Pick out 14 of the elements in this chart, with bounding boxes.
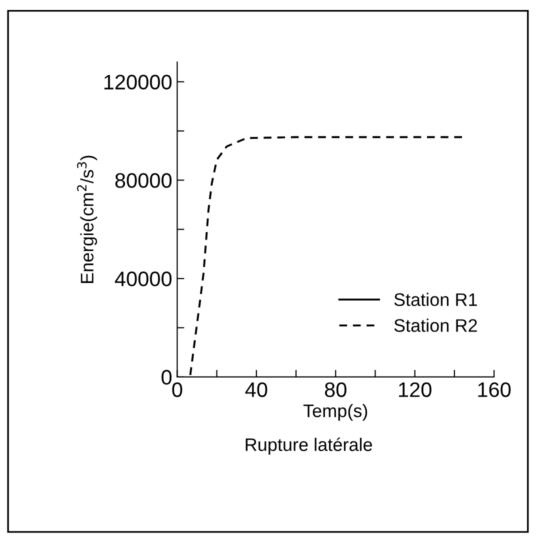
legend-label: Station R1	[394, 292, 477, 306]
y-tick-label: 80000	[115, 173, 172, 188]
text: Rupture latérale	[246, 438, 372, 455]
y-tick-label: 120000	[104, 74, 172, 90]
x-tick-label: 120	[399, 382, 432, 398]
x-tick-label: 160	[478, 382, 511, 398]
y-tick-label: 40000	[114, 272, 172, 286]
y-axis-title: Energie(cm$^{2}$/s$^{3}$)	[77, 156, 98, 283]
y-tick-label: 0	[162, 370, 172, 385]
x-tick-label: 80	[324, 382, 346, 398]
x-tick-label: 40	[245, 382, 268, 398]
x-tick-label: 0	[172, 382, 182, 398]
x-axis-title: Temp(s)	[303, 404, 368, 421]
legend-label: Station R2	[394, 318, 477, 332]
